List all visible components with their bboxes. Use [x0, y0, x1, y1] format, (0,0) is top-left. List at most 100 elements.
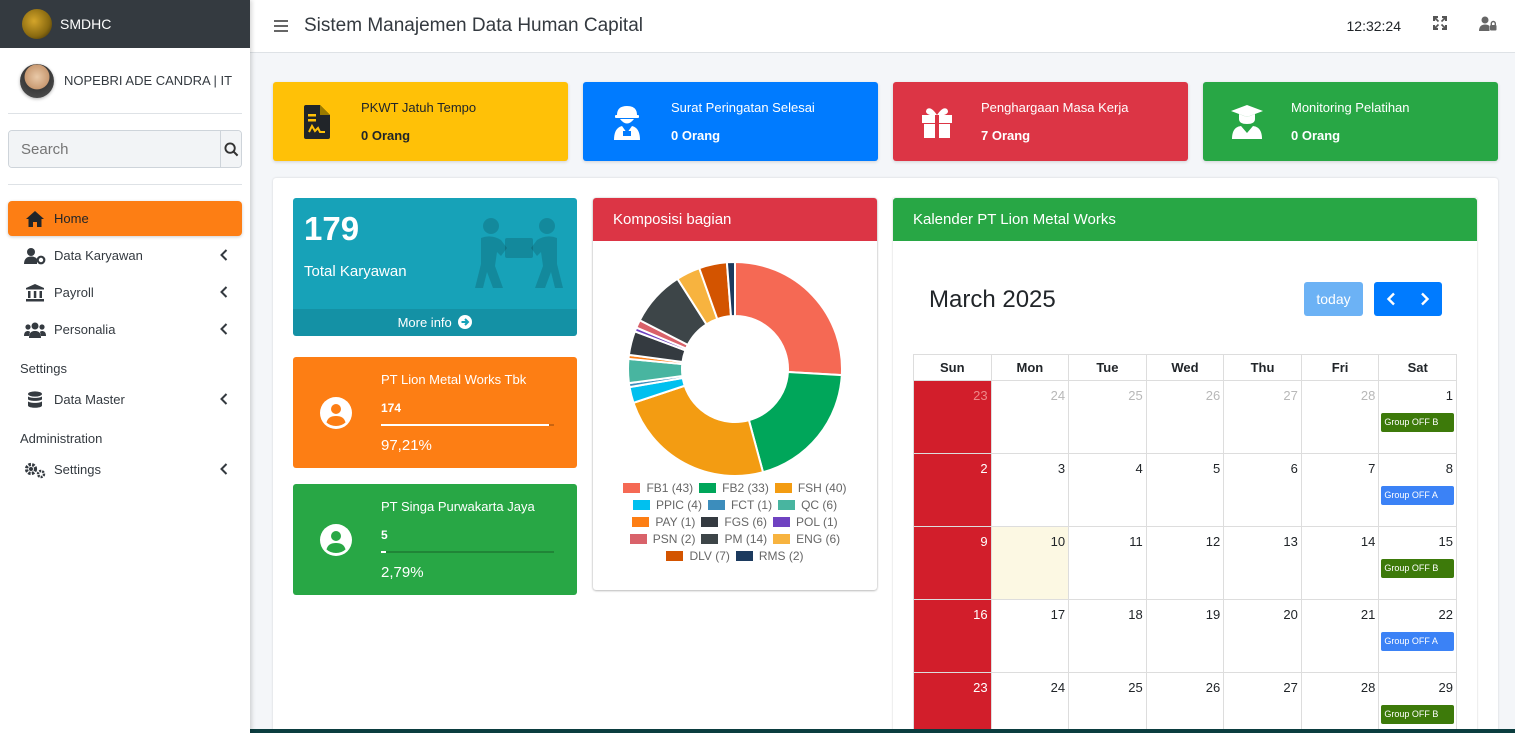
- sidebar-item-settings[interactable]: Settings: [8, 452, 242, 487]
- search-input[interactable]: [9, 131, 220, 167]
- calendar-day[interactable]: 25: [1068, 380, 1147, 454]
- day-number[interactable]: 23: [973, 388, 988, 403]
- calendar-day[interactable]: 28: [1300, 672, 1380, 733]
- legend-item-pay[interactable]: PAY (1): [632, 515, 695, 529]
- legend-item-fb1[interactable]: FB1 (43): [623, 481, 693, 495]
- calendar-day[interactable]: 27: [1223, 380, 1302, 454]
- info-box-surat-peringatan[interactable]: Surat Peringatan Selesai 0 Orang: [583, 82, 878, 161]
- calendar-day[interactable]: 26: [1145, 672, 1225, 733]
- calendar-day[interactable]: 17: [990, 599, 1070, 673]
- pie-slice-fb2[interactable]: [747, 370, 843, 474]
- day-number[interactable]: 28: [1360, 388, 1376, 403]
- calendar-day[interactable]: 25: [1068, 672, 1147, 733]
- calendar-day[interactable]: 26: [1145, 380, 1225, 454]
- calendar-day[interactable]: 21: [1300, 599, 1380, 673]
- day-number[interactable]: 1: [1445, 388, 1453, 403]
- pie-slice-fsh[interactable]: [632, 384, 765, 477]
- day-number[interactable]: 24: [1050, 680, 1066, 695]
- calendar-day[interactable]: 3: [990, 453, 1070, 527]
- calendar-day[interactable]: 24: [990, 380, 1070, 454]
- calendar-day[interactable]: 8 Group OFF A: [1378, 453, 1457, 527]
- day-number[interactable]: 19: [1205, 607, 1221, 622]
- day-number[interactable]: 8: [1445, 461, 1453, 476]
- more-info-link[interactable]: More info: [293, 309, 577, 336]
- day-number[interactable]: 23: [973, 680, 988, 695]
- calendar-day[interactable]: 7: [1300, 453, 1380, 527]
- calendar-day[interactable]: 27: [1223, 672, 1302, 733]
- calendar-day[interactable]: 20: [1223, 599, 1302, 673]
- prev-month-button[interactable]: [1374, 282, 1408, 316]
- day-number[interactable]: 9: [980, 534, 988, 549]
- calendar-day[interactable]: 29 Group OFF B: [1378, 672, 1457, 733]
- day-number[interactable]: 21: [1360, 607, 1376, 622]
- calendar-day[interactable]: 24: [990, 672, 1070, 733]
- day-number[interactable]: 11: [1129, 534, 1143, 549]
- legend-item-pm[interactable]: PM (14): [701, 532, 767, 546]
- day-number[interactable]: 5: [1213, 461, 1221, 476]
- day-number[interactable]: 26: [1205, 680, 1221, 695]
- day-number[interactable]: 6: [1290, 461, 1298, 476]
- day-number[interactable]: 4: [1135, 461, 1143, 476]
- sidebar-item-home[interactable]: Home: [8, 201, 242, 236]
- day-number[interactable]: 18: [1128, 607, 1143, 622]
- info-box-penghargaan[interactable]: Penghargaan Masa Kerja 7 Orang: [893, 82, 1188, 161]
- day-number[interactable]: 12: [1205, 534, 1221, 549]
- calendar-day[interactable]: 22 Group OFF A: [1378, 599, 1457, 673]
- calendar-event[interactable]: Group OFF A: [1381, 486, 1455, 505]
- legend-item-fct[interactable]: FCT (1): [707, 498, 772, 512]
- day-number[interactable]: 25: [1128, 680, 1143, 695]
- legend-item-eng[interactable]: ENG (6): [773, 532, 840, 546]
- calendar-day[interactable]: 5: [1145, 453, 1225, 527]
- day-number[interactable]: 26: [1205, 388, 1221, 403]
- fullscreen-icon[interactable]: [1432, 15, 1448, 35]
- day-number[interactable]: 2: [980, 461, 988, 476]
- legend-item-ppic[interactable]: PPIC (4): [632, 498, 702, 512]
- legend-item-qc[interactable]: QC (6): [778, 498, 837, 512]
- today-button[interactable]: today: [1304, 282, 1363, 316]
- sidebar-item-data-karyawan[interactable]: Data Karyawan: [8, 238, 242, 273]
- legend-item-fb2[interactable]: FB2 (33): [699, 481, 769, 495]
- day-number[interactable]: 20: [1283, 607, 1298, 622]
- calendar-day[interactable]: 12: [1145, 526, 1225, 600]
- calendar-event[interactable]: Group OFF B: [1381, 413, 1455, 432]
- calendar-day[interactable]: 13: [1223, 526, 1302, 600]
- calendar-day[interactable]: 16: [913, 599, 992, 673]
- pie-slice-rms[interactable]: [725, 260, 736, 318]
- info-box-pkwt[interactable]: PKWT Jatuh Tempo 0 Orang: [273, 82, 568, 161]
- day-number[interactable]: 14: [1360, 534, 1376, 549]
- search-button[interactable]: [220, 131, 241, 167]
- day-number[interactable]: 28: [1360, 680, 1376, 695]
- calendar-day[interactable]: 14: [1300, 526, 1380, 600]
- brand-link[interactable]: SMDHC: [0, 0, 250, 48]
- day-number[interactable]: 3: [1057, 461, 1066, 476]
- day-number[interactable]: 25: [1128, 388, 1143, 403]
- calendar-day[interactable]: 18: [1068, 599, 1147, 673]
- calendar-event[interactable]: Group OFF B: [1381, 559, 1455, 578]
- next-month-button[interactable]: [1408, 282, 1442, 316]
- legend-item-fsh[interactable]: FSH (40): [774, 481, 847, 495]
- legend-item-psn[interactable]: PSN (2): [629, 532, 695, 546]
- legend-item-rms[interactable]: RMS (2): [735, 549, 804, 563]
- day-number[interactable]: 15: [1438, 534, 1453, 549]
- calendar-day[interactable]: 23: [913, 380, 992, 454]
- legend-item-dlv[interactable]: DLV (7): [666, 549, 730, 563]
- calendar-day[interactable]: 28: [1300, 380, 1380, 454]
- user-name[interactable]: NOPEBRI ADE CANDRA | IT: [64, 73, 233, 88]
- day-number[interactable]: 16: [973, 607, 988, 622]
- legend-item-pol[interactable]: POL (1): [773, 515, 838, 529]
- day-number[interactable]: 7: [1368, 461, 1376, 476]
- calendar-day[interactable]: 19: [1145, 599, 1225, 673]
- calendar-day[interactable]: 10: [990, 526, 1070, 600]
- day-number[interactable]: 24: [1050, 388, 1066, 403]
- day-number[interactable]: 10: [1050, 534, 1066, 549]
- info-box-monitoring-pelatihan[interactable]: Monitoring Pelatihan 0 Orang: [1203, 82, 1498, 161]
- day-number[interactable]: 27: [1283, 388, 1298, 403]
- sidebar-item-data-master[interactable]: Data Master: [8, 382, 242, 417]
- calendar-day[interactable]: 9: [913, 526, 992, 600]
- day-number[interactable]: 22: [1438, 607, 1453, 622]
- calendar-day[interactable]: 1 Group OFF B: [1378, 380, 1457, 454]
- calendar-day[interactable]: 4: [1068, 453, 1147, 527]
- calendar-day[interactable]: 23: [913, 672, 992, 733]
- calendar-event[interactable]: Group OFF A: [1381, 632, 1455, 651]
- calendar-day[interactable]: 6: [1223, 453, 1302, 527]
